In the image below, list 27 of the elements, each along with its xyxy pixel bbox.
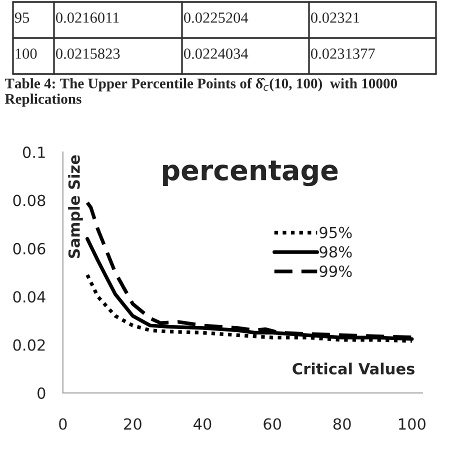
x-tick-label: 80 <box>333 418 351 430</box>
y-tick-label: 0.02 <box>13 339 45 351</box>
x-tick-label: 20 <box>124 418 142 430</box>
x-tick-label: 100 <box>399 418 426 430</box>
x-tick-label: 40 <box>194 418 212 430</box>
legend-label: 95% <box>320 226 352 238</box>
text: 0.0215823 <box>56 48 120 59</box>
x-tick-label: 60 <box>264 418 282 430</box>
legend-label: 99% <box>320 265 352 278</box>
y-tick-label: 0.06 <box>13 242 46 254</box>
text: 0.02321 <box>311 12 360 23</box>
text: Table 4: The Upper Percentile Points of δ̂$_{c}$(10, 100) with 10000 Replications <box>4 78 398 107</box>
chart-title: percentage <box>163 160 338 186</box>
x-tick-label: 0 <box>59 418 67 430</box>
text: 0.0231377 <box>311 48 375 59</box>
text: 100 <box>16 48 37 59</box>
y-tick-label: 0.04 <box>13 291 46 303</box>
y-tick-label: 0.1 <box>22 146 45 158</box>
y-tick-label: 0.08 <box>13 194 46 206</box>
x-axis-title: Critical Values <box>292 362 414 375</box>
text: 0.0224034 <box>184 48 248 59</box>
text: 0.0225204 <box>184 12 248 23</box>
text: 0.0216011 <box>56 12 119 23</box>
y-axis-title: Sample Size <box>68 155 83 258</box>
legend-label: 98% <box>320 246 352 258</box>
text: 95 <box>14 12 30 23</box>
y-tick-label: 0 <box>38 387 46 399</box>
